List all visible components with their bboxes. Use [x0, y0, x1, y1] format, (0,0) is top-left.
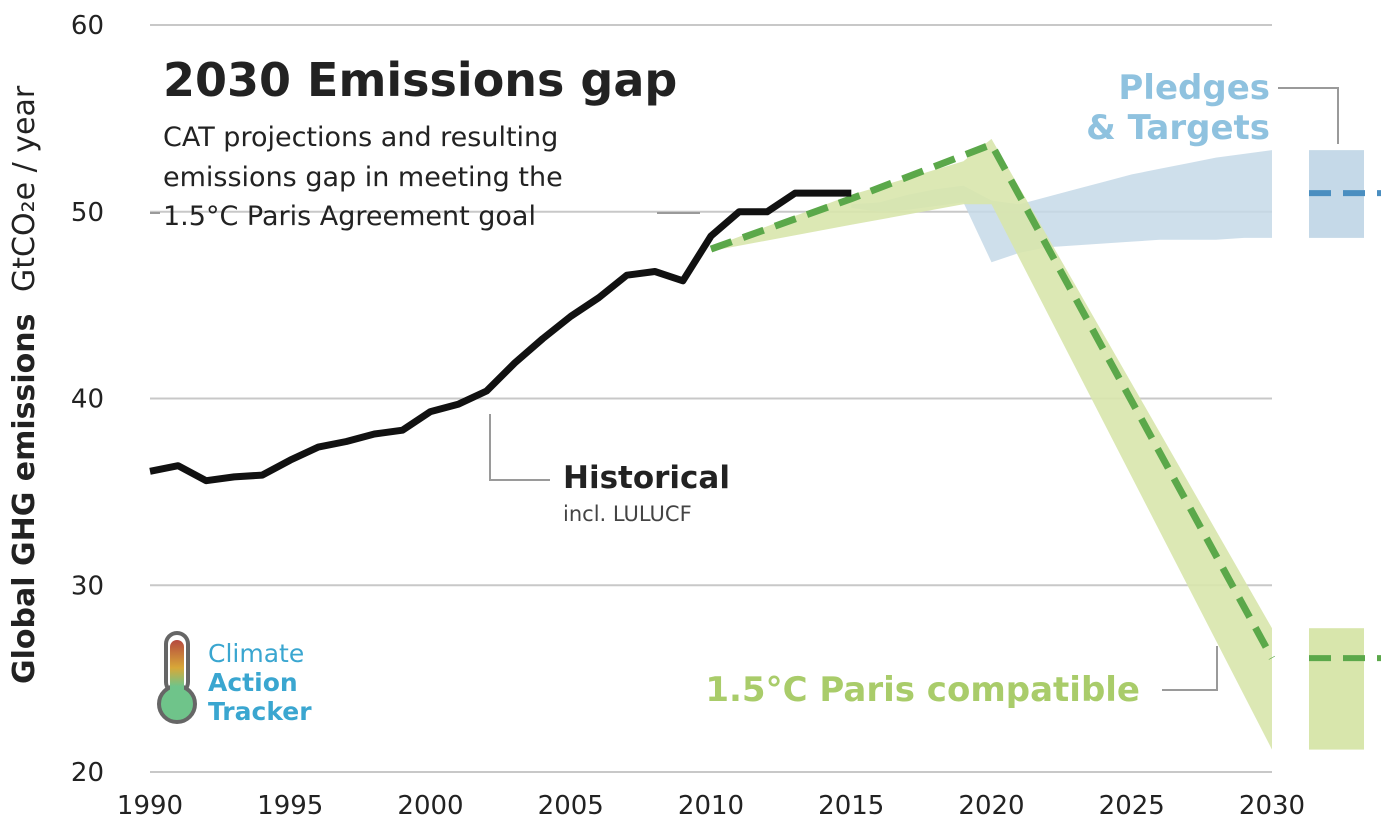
y-tick-label: 20: [71, 758, 104, 788]
x-tick-label: 2010: [678, 791, 744, 821]
paris-2030-bar: [1309, 628, 1364, 750]
x-tick-label: 2000: [397, 791, 463, 821]
x-tick-label: 2005: [538, 791, 604, 821]
y-tick-label: 60: [71, 11, 104, 41]
chart-title: 2030 Emissions gap: [163, 53, 677, 107]
x-tick-label: 2025: [1099, 791, 1165, 821]
chart-subtitle-line-3: 1.5°C Paris Agreement goal: [163, 201, 536, 232]
logo-line-2: Action: [208, 668, 298, 697]
y-tick-label: 40: [71, 385, 104, 415]
x-tick-label: 2030: [1239, 791, 1305, 821]
pledges-leader: [1278, 87, 1339, 144]
historical-line: [149, 189, 852, 485]
logo: Climate Action Tracker: [157, 631, 312, 726]
paris-band: [711, 138, 1272, 750]
y-axis-label-main: Global GHG emissions: [7, 314, 42, 684]
logo-line-3: Tracker: [208, 697, 312, 726]
paris-leader: [1162, 646, 1218, 691]
x-tick-label: 1990: [117, 791, 183, 821]
y-axis-label: Global GHG emissions GtCO₂e / year: [7, 85, 42, 684]
thermometer-icon: [157, 631, 197, 724]
x-tick-labels: 1990 1995 2000 2005 2010 2015 2020 2025 2030: [117, 791, 1305, 821]
y-tick-labels: 20 30 40 50 60: [71, 11, 104, 788]
y-tick-label: 50: [71, 198, 104, 228]
paris-midline: [709, 140, 1276, 660]
label-leaders: [150, 87, 1339, 691]
series-layer: [149, 138, 1276, 750]
historical-label: Historical: [563, 460, 730, 496]
right-2030-bars: [1309, 150, 1381, 750]
logo-line-1: Climate: [208, 639, 304, 668]
y-tick-label: 30: [71, 571, 104, 601]
historical-sublabel: incl. LULUCF: [563, 502, 692, 526]
historical-leader: [489, 414, 550, 481]
pledges-label-line-2: & Targets: [1086, 108, 1270, 148]
chart-subtitle-line-2: emissions gap in meeting the: [163, 162, 563, 193]
chart-subtitle-line-1: CAT projections and resulting: [163, 122, 558, 153]
x-tick-label: 1995: [257, 791, 323, 821]
x-tick-label: 2015: [818, 791, 884, 821]
y-axis-label-unit: GtCO₂e / year: [7, 85, 42, 292]
pledges-label-line-1: Pledges: [1118, 68, 1270, 108]
pledges-band: [851, 150, 1272, 263]
x-tick-label: 2020: [958, 791, 1024, 821]
paris-label: 1.5°C Paris compatible: [705, 670, 1140, 710]
